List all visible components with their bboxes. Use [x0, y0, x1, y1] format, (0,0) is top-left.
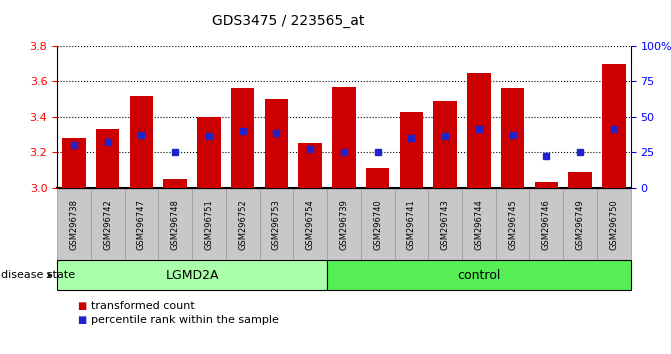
Bar	[96, 129, 119, 188]
Text: disease state: disease state	[1, 270, 75, 280]
Text: GSM296740: GSM296740	[373, 199, 382, 250]
Text: ■: ■	[77, 301, 87, 311]
Text: GSM296739: GSM296739	[340, 199, 348, 250]
Bar	[332, 87, 356, 188]
Bar	[130, 96, 153, 188]
Text: transformed count: transformed count	[91, 301, 195, 311]
Text: GSM296745: GSM296745	[508, 199, 517, 250]
Text: GSM296751: GSM296751	[205, 199, 213, 250]
Bar	[264, 99, 289, 188]
Bar	[602, 64, 625, 188]
Bar	[231, 88, 254, 188]
Bar	[467, 73, 491, 188]
Bar	[299, 143, 322, 188]
Text: GSM296742: GSM296742	[103, 199, 112, 250]
Bar	[535, 182, 558, 188]
Text: GSM296749: GSM296749	[576, 199, 584, 250]
Text: GSM296747: GSM296747	[137, 199, 146, 250]
Bar	[197, 117, 221, 188]
Text: GSM296743: GSM296743	[441, 199, 450, 250]
Text: GSM296741: GSM296741	[407, 199, 416, 250]
Text: GSM296754: GSM296754	[305, 199, 315, 250]
Text: GSM296744: GSM296744	[474, 199, 483, 250]
Bar	[501, 88, 525, 188]
Text: control: control	[457, 269, 501, 282]
Text: GSM296738: GSM296738	[69, 199, 79, 250]
Text: percentile rank within the sample: percentile rank within the sample	[91, 315, 278, 325]
Bar	[163, 179, 187, 188]
Text: GSM296752: GSM296752	[238, 199, 247, 250]
Text: GDS3475 / 223565_at: GDS3475 / 223565_at	[212, 14, 365, 28]
Text: LGMD2A: LGMD2A	[165, 269, 219, 282]
Text: GSM296746: GSM296746	[542, 199, 551, 250]
Bar	[366, 168, 389, 188]
Bar	[568, 172, 592, 188]
Bar	[433, 101, 457, 188]
Text: GSM296750: GSM296750	[609, 199, 619, 250]
Text: GSM296753: GSM296753	[272, 199, 281, 250]
Text: GSM296748: GSM296748	[170, 199, 180, 250]
Text: ■: ■	[77, 315, 87, 325]
Bar	[399, 112, 423, 188]
Bar	[62, 138, 86, 188]
